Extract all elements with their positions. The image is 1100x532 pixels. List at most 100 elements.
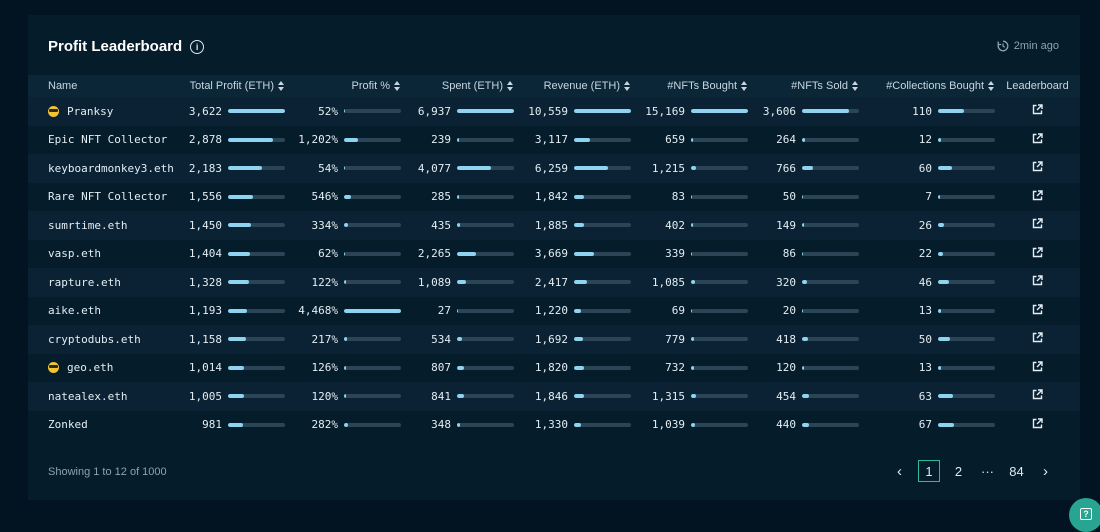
column-header-spent[interactable]: Spent (ETH) [401, 75, 514, 97]
value-revenue: 1,692 [534, 332, 568, 346]
wallet-name[interactable]: Pranksy [67, 104, 114, 118]
external-link-icon[interactable] [1032, 389, 1043, 403]
cell-total-profit: 1,193 [168, 297, 285, 326]
wallet-name[interactable]: sumrtime.eth [48, 218, 128, 232]
cell-spent: 841 [401, 382, 514, 411]
cell-nfts-sold: 50 [748, 183, 859, 212]
bar-collections-bought [938, 251, 995, 256]
value-total-profit: 1,328 [188, 275, 222, 289]
page-button-2[interactable]: 2 [954, 463, 963, 479]
value-collections-bought: 67 [918, 418, 932, 432]
wallet-name[interactable]: aike.eth [48, 304, 101, 318]
wallet-name[interactable]: cryptodubs.eth [48, 332, 141, 346]
bar-nfts-bought [691, 394, 748, 399]
column-header-profit-pct[interactable]: Profit % [285, 75, 401, 97]
next-page-button[interactable]: › [1043, 462, 1048, 480]
cell-collections-bought: 13 [859, 297, 995, 326]
prev-page-button[interactable]: ‹ [897, 462, 902, 480]
external-link-icon[interactable] [1032, 247, 1043, 261]
table-row[interactable]: keyboardmonkey3.eth 2,183 54% 4,077 6,259 1,2… [28, 154, 1080, 183]
bar-fill [574, 280, 588, 285]
cell-nfts-sold: 86 [748, 240, 859, 269]
cell-collections-bought: 50 [859, 325, 995, 354]
leaderboard-table: Name Total Profit (ETH) Profit % Spent (… [28, 75, 1080, 439]
value-collections-bought: 22 [918, 247, 932, 261]
wallet-name[interactable]: Rare NFT Collector [48, 190, 168, 204]
page-button-last[interactable]: 84 [1009, 463, 1024, 479]
wallet-name[interactable]: geo.eth [67, 361, 114, 375]
table-row[interactable]: Epic NFT Collector 2,878 1,202% 239 3,117 659… [28, 125, 1080, 154]
bar-fill [691, 137, 694, 142]
sort-icon[interactable] [988, 81, 995, 92]
value-nfts-sold: 418 [776, 332, 796, 346]
value-nfts-bought: 1,085 [651, 275, 685, 289]
sort-icon[interactable] [394, 81, 401, 92]
wallet-name[interactable]: vasp.eth [48, 247, 101, 261]
help-button[interactable]: ? [1069, 498, 1100, 532]
column-header-nfts-bought[interactable]: #NFTs Bought [631, 75, 748, 97]
sort-icon[interactable] [624, 81, 631, 92]
bar-fill [344, 194, 351, 199]
bar-profit-pct [344, 137, 401, 142]
external-link-icon[interactable] [1032, 418, 1043, 432]
table-row[interactable]: natealex.eth 1,005 120% 841 1,846 1,315 454 63 [28, 382, 1080, 411]
value-collections-bought: 13 [918, 304, 932, 318]
wallet-name[interactable]: keyboardmonkey3.eth [48, 161, 174, 175]
bar-nfts-sold [802, 280, 859, 285]
sort-icon[interactable] [278, 81, 285, 92]
bar-nfts-bought [691, 137, 748, 142]
sort-icon[interactable] [852, 81, 859, 92]
value-revenue: 1,220 [534, 304, 568, 318]
column-header-revenue[interactable]: Revenue (ETH) [514, 75, 631, 97]
external-link-icon[interactable] [1032, 361, 1043, 375]
table-row[interactable]: sumrtime.eth 1,450 334% 435 1,885 402 149 26 [28, 211, 1080, 240]
external-link-icon[interactable] [1032, 275, 1043, 289]
external-link-icon[interactable] [1032, 104, 1043, 118]
table-row[interactable]: Pranksy 3,622 52% 6,937 10,559 15,169 3,606 110 [28, 97, 1080, 126]
table-row[interactable]: Rare NFT Collector 1,556 546% 285 1,842 83 50 7 [28, 182, 1080, 212]
bar-nfts-sold [802, 194, 859, 199]
external-link-icon[interactable] [1032, 332, 1043, 346]
bar-fill [344, 109, 346, 114]
updated-text: 2min ago [1013, 40, 1059, 52]
column-header-total-profit[interactable]: Total Profit (ETH) [168, 75, 285, 97]
external-link-icon[interactable] [1032, 304, 1043, 318]
cell-profit-pct: 126% [285, 354, 401, 383]
bar-spent [457, 137, 514, 142]
wallet-name[interactable]: natealex.eth [48, 389, 128, 403]
cell-revenue: 6,259 [514, 154, 631, 183]
sort-icon[interactable] [741, 81, 748, 92]
value-nfts-sold: 120 [776, 361, 796, 375]
page-button-1[interactable]: 1 [918, 460, 940, 482]
bar-fill [938, 251, 944, 256]
table-row[interactable]: Zonked 981 282% 348 1,330 1,039 440 67 [28, 410, 1080, 439]
column-header-collections-bought[interactable]: #Collections Bought [859, 75, 995, 97]
bar-fill [457, 337, 462, 342]
cell-total-profit: 1,328 [168, 268, 285, 297]
wallet-name[interactable]: Epic NFT Collector [48, 133, 168, 147]
bar-nfts-sold [802, 109, 859, 114]
cell-revenue: 3,669 [514, 240, 631, 269]
cell-leaderboard [995, 240, 1080, 269]
wallet-name[interactable]: rapture.eth [48, 275, 121, 289]
external-link-icon[interactable] [1032, 161, 1043, 175]
table-row[interactable]: cryptodubs.eth 1,158 217% 534 1,692 779 418 50 [28, 325, 1080, 354]
value-total-profit: 981 [202, 418, 222, 432]
table-row[interactable]: vasp.eth 1,404 62% 2,265 3,669 339 86 22 [28, 239, 1080, 269]
table-row[interactable]: aike.eth 1,193 4,468% 27 1,220 69 20 13 [28, 296, 1080, 326]
info-icon[interactable]: i [190, 39, 205, 54]
sort-icon[interactable] [507, 81, 514, 92]
external-link-icon[interactable] [1032, 218, 1043, 232]
external-link-icon[interactable] [1032, 133, 1043, 147]
bar-fill [938, 337, 950, 342]
bar-revenue [574, 137, 631, 142]
cell-spent: 435 [401, 211, 514, 240]
column-header-nfts-sold[interactable]: #NFTs Sold [748, 75, 859, 97]
bar-profit-pct [344, 365, 401, 370]
external-link-icon[interactable] [1032, 190, 1043, 204]
wallet-name[interactable]: Zonked [48, 418, 88, 432]
bar-revenue [574, 337, 631, 342]
table-row[interactable]: geo.eth 1,014 126% 807 1,820 732 120 13 [28, 353, 1080, 383]
value-spent: 534 [431, 332, 451, 346]
table-row[interactable]: rapture.eth 1,328 122% 1,089 2,417 1,085 320 46 [28, 268, 1080, 297]
